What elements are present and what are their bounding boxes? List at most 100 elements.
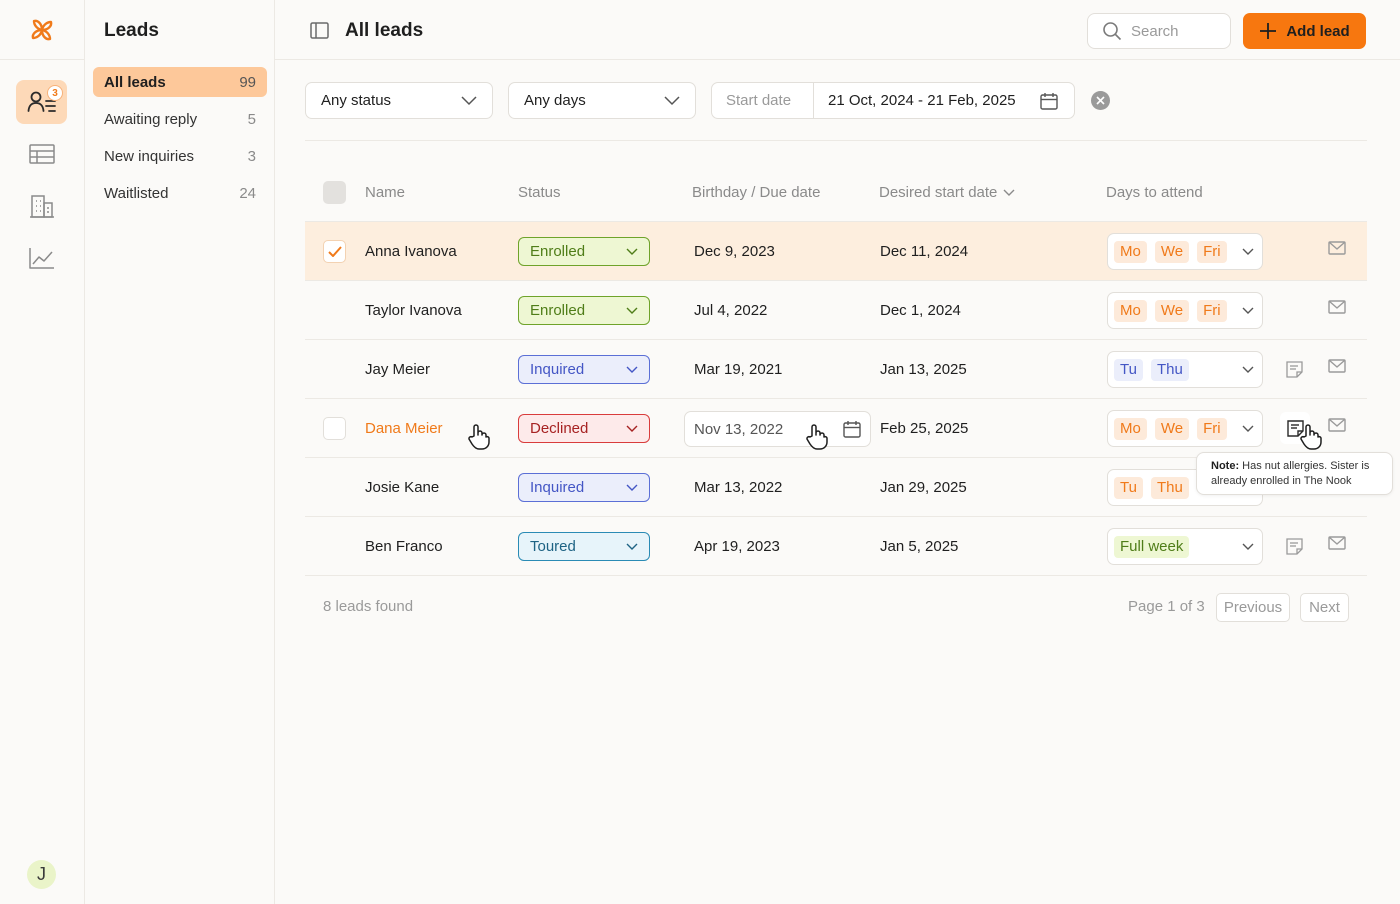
tooltip-label: Note:: [1211, 460, 1240, 472]
lead-name[interactable]: Josie Kane: [365, 478, 440, 496]
column-header-status[interactable]: Status: [518, 184, 561, 201]
sidebar-item-count: 5: [247, 110, 256, 128]
user-avatar[interactable]: J: [27, 860, 56, 889]
search-input[interactable]: Search: [1087, 13, 1231, 49]
calendar-icon[interactable]: [843, 420, 861, 438]
page-header: All leads Search Add lead: [275, 0, 1400, 60]
table-row[interactable]: Dana Meier Declined Nov 13, 2022 Feb 25,…: [305, 399, 1367, 458]
status-dropdown[interactable]: Toured: [518, 532, 650, 561]
rail-building-button[interactable]: [16, 184, 67, 228]
mail-icon[interactable]: [1328, 359, 1346, 373]
mail-icon[interactable]: [1328, 418, 1346, 432]
leads-icon: [27, 91, 56, 112]
sidebar-item-label: New inquiries: [104, 147, 195, 165]
rail-table-button[interactable]: [16, 132, 67, 176]
start-date-value[interactable]: Dec 11, 2024: [880, 242, 969, 260]
lead-name[interactable]: Dana Meier: [365, 419, 443, 437]
status-dropdown[interactable]: Declined: [518, 414, 650, 443]
days-filter-value: Any days: [524, 92, 586, 109]
days-dropdown[interactable]: Mo We Fri: [1107, 233, 1263, 270]
birthday-value[interactable]: Mar 13, 2022: [694, 478, 783, 496]
start-date-value[interactable]: Jan 5, 2025: [880, 537, 959, 555]
table-row[interactable]: Ben Franco Toured Apr 19, 2023 Jan 5, 20…: [305, 517, 1367, 576]
table-row[interactable]: Anna Ivanova Enrolled Dec 9, 2023 Dec 11…: [305, 222, 1367, 281]
table-row[interactable]: Taylor Ivanova Enrolled Jul 4, 2022 Dec …: [305, 281, 1367, 340]
status-dropdown[interactable]: Inquired: [518, 355, 650, 384]
day-chip: We: [1154, 299, 1190, 322]
status-value: Enrolled: [530, 243, 586, 260]
sidebar-item-new-inquiries[interactable]: New inquiries 3: [93, 141, 267, 171]
days-dropdown[interactable]: Full week: [1107, 528, 1263, 565]
clear-filters-button[interactable]: [1091, 91, 1110, 110]
birthday-date-input[interactable]: Nov 13, 2022: [684, 411, 871, 447]
chevron-down-icon: [626, 425, 638, 432]
note-icon[interactable]: [1286, 361, 1303, 378]
date-range-filter[interactable]: Start date 21 Oct, 2024 - 21 Feb, 2025: [711, 82, 1075, 119]
lead-name[interactable]: Ben Franco: [365, 537, 443, 555]
sidebar-item-label: All leads: [104, 73, 166, 91]
day-chip: Thu: [1150, 358, 1189, 381]
birthday-value[interactable]: Apr 19, 2023: [694, 537, 780, 555]
hand-cursor-icon: [806, 424, 828, 450]
chevron-down-icon: [1242, 425, 1254, 432]
column-header-birthday[interactable]: Birthday / Due date: [692, 184, 821, 201]
pinwheel-logo-icon[interactable]: [26, 14, 58, 46]
status-value: Enrolled: [530, 302, 586, 319]
chevron-down-icon: [1242, 248, 1254, 255]
status-value: Toured: [530, 538, 576, 555]
previous-page-button[interactable]: Previous: [1216, 593, 1290, 622]
row-checkbox[interactable]: [323, 417, 346, 440]
lead-name[interactable]: Taylor Ivanova: [365, 301, 462, 319]
sidebar-toggle-icon[interactable]: [310, 22, 329, 39]
days-dropdown[interactable]: Mo We Fri: [1107, 410, 1263, 447]
status-filter-value: Any status: [321, 92, 392, 109]
chevron-down-icon: [461, 95, 477, 105]
start-date-value[interactable]: Dec 1, 2024: [880, 301, 961, 319]
checkmark-icon: [327, 246, 342, 257]
sidebar-item-waitlisted[interactable]: Waitlisted 24: [93, 178, 267, 208]
days-dropdown[interactable]: Mo We Fri: [1107, 292, 1263, 329]
add-lead-button[interactable]: Add lead: [1243, 13, 1366, 49]
status-dropdown[interactable]: Enrolled: [518, 237, 650, 266]
lead-name[interactable]: Anna Ivanova: [365, 242, 457, 260]
row-checkbox[interactable]: [323, 240, 346, 263]
note-icon[interactable]: [1286, 538, 1303, 555]
status-dropdown[interactable]: Inquired: [518, 473, 650, 502]
sidebar-item-all-leads[interactable]: All leads 99: [93, 67, 267, 97]
mail-icon[interactable]: [1328, 241, 1346, 255]
rail-chart-button[interactable]: [16, 236, 67, 280]
status-value: Inquired: [530, 479, 585, 496]
mail-icon[interactable]: [1328, 300, 1346, 314]
status-filter-dropdown[interactable]: Any status: [305, 82, 493, 119]
table-row[interactable]: Jay Meier Inquired Mar 19, 2021 Jan 13, …: [305, 340, 1367, 399]
hand-cursor-icon: [468, 424, 490, 450]
sort-chevron-down-icon: [1003, 189, 1015, 196]
column-header-name[interactable]: Name: [365, 184, 406, 201]
birthday-value[interactable]: Mar 19, 2021: [694, 360, 783, 378]
mail-icon[interactable]: [1328, 536, 1346, 550]
next-page-button[interactable]: Next: [1300, 593, 1349, 622]
sidebar-item-awaiting-reply[interactable]: Awaiting reply 5: [93, 104, 267, 134]
start-date-value[interactable]: Feb 25, 2025: [880, 419, 969, 437]
start-date-value[interactable]: Jan 13, 2025: [880, 360, 967, 378]
search-icon: [1103, 22, 1122, 41]
lead-name[interactable]: Jay Meier: [365, 360, 431, 378]
results-count: 8 leads found: [323, 598, 414, 615]
select-all-checkbox[interactable]: [323, 181, 346, 204]
day-chip: Fri: [1197, 240, 1227, 263]
birthday-value[interactable]: Jul 4, 2022: [694, 301, 768, 319]
column-header-start-date[interactable]: Desired start date: [879, 184, 1015, 201]
days-filter-dropdown[interactable]: Any days: [508, 82, 696, 119]
sidebar-item-count: 99: [239, 73, 256, 91]
birthday-value: Nov 13, 2022: [694, 420, 784, 438]
days-dropdown[interactable]: Tu Thu: [1107, 351, 1263, 388]
start-date-value[interactable]: Jan 29, 2025: [880, 478, 967, 496]
status-dropdown[interactable]: Enrolled: [518, 296, 650, 325]
birthday-value[interactable]: Dec 9, 2023: [694, 242, 775, 260]
notification-badge: 3: [47, 85, 63, 101]
rail-divider: [0, 59, 85, 60]
day-chip: We: [1154, 417, 1190, 440]
calendar-icon[interactable]: [1040, 92, 1058, 110]
rail-leads-button[interactable]: 3: [16, 80, 67, 124]
column-header-days[interactable]: Days to attend: [1106, 184, 1203, 201]
